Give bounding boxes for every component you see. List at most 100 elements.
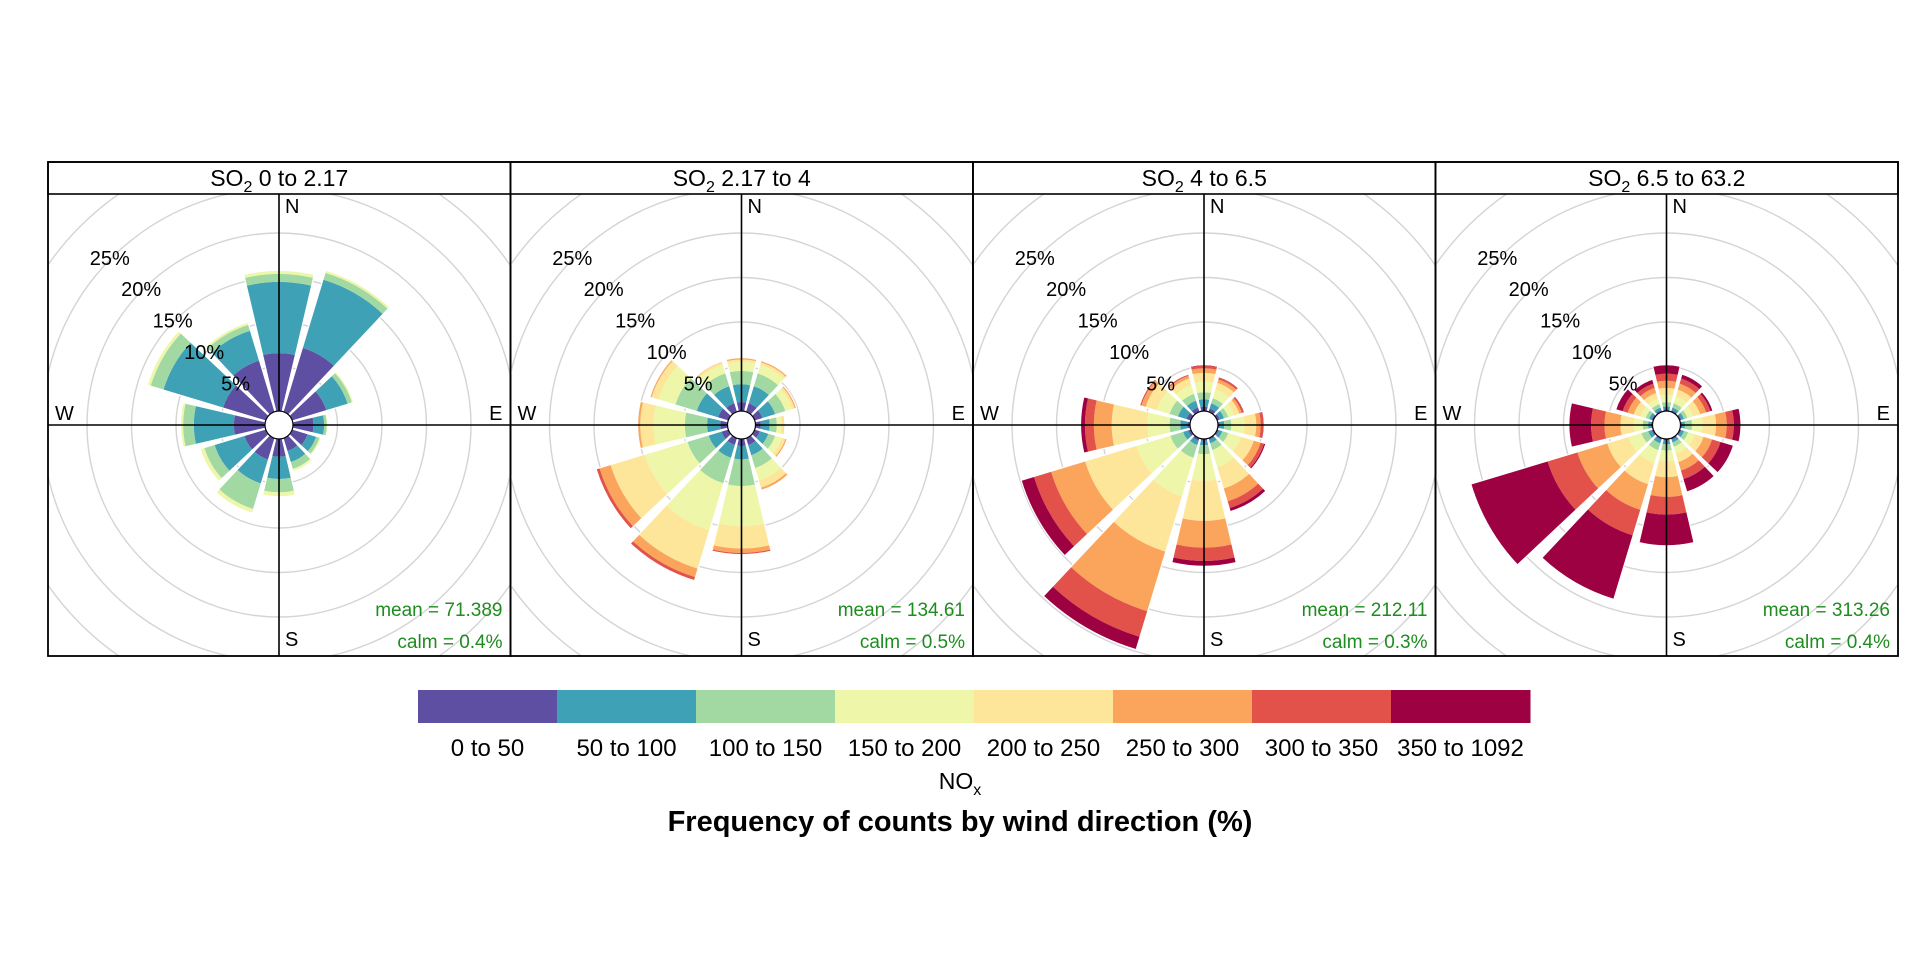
- wind-rose-segment: [1218, 376, 1239, 389]
- wind-rose-segment: [708, 431, 727, 449]
- wind-rose-segment: [1675, 446, 1694, 463]
- panel-title: SO2 4 to 6.5: [1142, 165, 1267, 196]
- wind-rose-segment: [1249, 443, 1266, 470]
- wind-rose-segment: [1209, 403, 1220, 413]
- wind-rose-segment: [1639, 387, 1657, 401]
- radial-tick-label: 15%: [1540, 311, 1580, 333]
- wind-rose-segment: [163, 342, 237, 409]
- compass-south: S: [285, 629, 298, 651]
- wind-rose-segment: [302, 279, 384, 367]
- legend: 0 to 50 50 to 100 100 to 150 150 to 200 200 …: [418, 690, 1531, 799]
- wind-rose-segment: [1679, 430, 1689, 441]
- legend-bin-label: 50 to 100: [576, 735, 676, 762]
- wind-rose-segment: [644, 441, 701, 495]
- wind-rose-segment: [1070, 521, 1166, 612]
- wind-rose-segment: [334, 371, 354, 403]
- wind-rose-segment: [1229, 488, 1266, 512]
- wind-rose-segment: [1655, 409, 1663, 415]
- wind-rose-segment: [1216, 410, 1225, 421]
- wind-rose-segment: [289, 429, 308, 446]
- wind-rose-segment: [610, 454, 668, 519]
- wind-rose-segment: [713, 386, 735, 409]
- wind-rose-segment: [1214, 429, 1220, 436]
- wind-rose-segment: [283, 435, 298, 452]
- wind-rose-segment: [1191, 407, 1200, 415]
- wind-rose-segment: [596, 467, 634, 530]
- wind-rose-segment: [1675, 389, 1692, 404]
- wind-rose-segment: [1189, 437, 1200, 446]
- wind-rose-segment: [651, 360, 679, 400]
- wind-rose-segment: [1247, 442, 1265, 469]
- wind-rose-panel: N S W E 5% 10% 15% 20% 25% mean = 134.61 calm = 0.…: [509, 161, 974, 657]
- wind-rose-segment: [649, 359, 673, 398]
- wind-rose-segment: [1136, 435, 1179, 474]
- wind-rose-segment: [1192, 435, 1200, 441]
- legend-bin-label: 300 to 350: [1265, 735, 1378, 762]
- wind-rose-segment: [1227, 483, 1264, 509]
- wind-rose-segment: [232, 360, 275, 415]
- wind-rose-segment: [1231, 397, 1243, 415]
- wind-rose-segment: [1687, 400, 1701, 417]
- radial-tick-label: 5%: [1146, 374, 1175, 396]
- wind-rose-segment: [205, 322, 249, 349]
- wind-rose-segment: [1541, 509, 1634, 600]
- wind-rose-segment: [757, 364, 785, 386]
- wind-rose-segment: [696, 392, 724, 418]
- compass-north: N: [1673, 196, 1687, 218]
- wind-rose-segment: [1021, 476, 1075, 556]
- wind-rose-segment: [1682, 466, 1715, 493]
- wind-rose-segment: [1643, 392, 1659, 406]
- wind-rose-segment: [1624, 454, 1655, 485]
- wind-rose-segment: [704, 373, 730, 396]
- wind-rose-segment: [717, 440, 736, 458]
- wind-rose-segment: [1170, 431, 1188, 450]
- wind-rose-segment: [753, 373, 779, 396]
- radial-tick-label: 15%: [615, 311, 655, 333]
- wind-rose-segment: [199, 447, 223, 482]
- wind-rose-segment: [1050, 460, 1114, 535]
- wind-rose-segment: [1645, 409, 1654, 420]
- wind-rose-segment: [1156, 391, 1178, 415]
- calm-circle: [264, 410, 294, 440]
- radial-tick-label: 10%: [1109, 342, 1149, 364]
- wind-rose-segment: [638, 505, 710, 569]
- wind-rose-segment: [1679, 378, 1700, 394]
- panel-plot-area: [510, 194, 973, 656]
- wind-rose-segment: [751, 409, 763, 421]
- radial-tick-label: 25%: [1015, 248, 1055, 270]
- wind-rose-segment: [1696, 393, 1711, 413]
- wind-rose-segment: [748, 386, 770, 409]
- wind-rose-segment: [666, 469, 724, 531]
- compass-south: S: [1673, 629, 1686, 651]
- radial-tick-label: 10%: [184, 342, 224, 364]
- wind-rose-segment: [1113, 479, 1183, 552]
- wind-rose-segment: [1670, 435, 1678, 441]
- radial-tick-label: 15%: [153, 311, 193, 333]
- wind-rose-segment: [1180, 440, 1198, 458]
- wind-rose-segment: [1208, 408, 1217, 415]
- wind-rose-segment: [1167, 374, 1190, 388]
- wind-rose-segment: [760, 472, 789, 491]
- wind-rose-segment: [1653, 436, 1662, 444]
- wind-rose-segment: [1168, 375, 1190, 390]
- wind-rose-segment: [1218, 430, 1229, 443]
- compass-north: N: [285, 196, 299, 218]
- compass-north: N: [1210, 196, 1224, 218]
- wind-rose-segment: [1215, 429, 1223, 439]
- wind-rose-segment: [1214, 413, 1220, 421]
- panel-plot-area: [48, 194, 511, 656]
- wind-rose-segment: [1673, 396, 1688, 409]
- radial-tick-label: 10%: [647, 342, 687, 364]
- wind-rose-segment: [780, 386, 795, 410]
- wind-rose-segment: [1181, 393, 1197, 407]
- wind-rose-segment: [1701, 438, 1721, 464]
- legend-swatch: [696, 690, 836, 723]
- wind-rose-segment: [1688, 433, 1704, 452]
- panel-calm: calm = 0.4%: [1785, 632, 1890, 653]
- panel-calm: calm = 0.3%: [1322, 632, 1427, 653]
- wind-rose-segment: [757, 400, 776, 419]
- compass-north: N: [748, 196, 762, 218]
- wind-rose-segment: [223, 384, 269, 421]
